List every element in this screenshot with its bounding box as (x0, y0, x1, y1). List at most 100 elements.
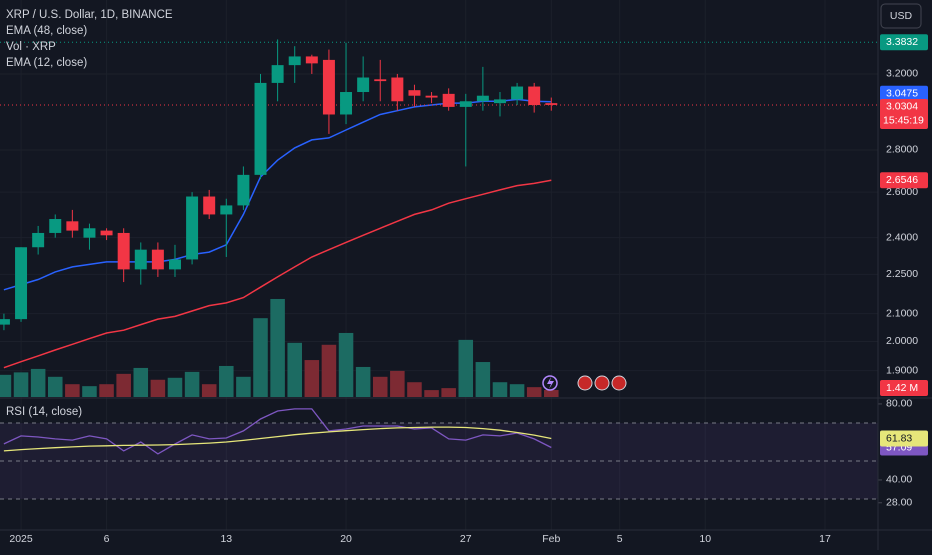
volume-bar (526, 387, 542, 397)
volume-bar (441, 388, 456, 397)
volume-bar (355, 366, 371, 397)
candle-body (493, 99, 506, 104)
y-tick-label: 2.0000 (886, 335, 918, 347)
volume-tag (880, 380, 928, 396)
candle-body (83, 228, 96, 238)
currency-button[interactable] (880, 3, 922, 29)
candle-body (357, 77, 370, 93)
candle-body (32, 232, 45, 248)
volume-bar (30, 368, 46, 397)
event-icons (542, 375, 627, 391)
candle-body (391, 77, 404, 102)
rsi-tag-label: 61.83 (886, 432, 912, 444)
candle-body (288, 56, 301, 66)
chart-title: XRP / U.S. Dollar, 1D, BINANCE (6, 9, 173, 21)
volume-bar (492, 382, 508, 397)
currency-label[interactable]: USD (890, 10, 913, 22)
x-tick-label: 20 (340, 533, 352, 545)
y-tick-label: 2.8000 (886, 144, 918, 156)
candle-body (15, 247, 28, 320)
candle-body (305, 56, 318, 64)
event-icon[interactable] (611, 375, 627, 391)
legend-entry: EMA (12, close) (6, 57, 87, 69)
x-tick-label: 17 (819, 533, 831, 545)
candle-body (476, 95, 489, 102)
volume-bar (509, 384, 525, 397)
x-tick-label: Feb (542, 533, 560, 545)
volume-bar (338, 332, 354, 397)
legend-entry: EMA (48, close) (6, 25, 87, 37)
volume-bar (150, 379, 166, 397)
rsi-line (3, 408, 552, 455)
volume-layer (0, 298, 559, 397)
last-price-label: 3.0304 (886, 101, 918, 113)
x-tick-label: 27 (460, 533, 472, 545)
candle-body (134, 249, 147, 270)
candle-body (237, 174, 250, 206)
y-tick-label: 80.00 (886, 398, 912, 410)
volume-bar (167, 377, 183, 397)
candle-body (186, 196, 199, 260)
candle-body (442, 93, 455, 107)
price-tag (880, 34, 928, 51)
ema-line (3, 179, 552, 369)
x-tick-label: 2025 (9, 533, 33, 545)
volume-bar (65, 384, 80, 397)
volume-bar (253, 318, 268, 397)
candle-body (168, 259, 181, 270)
volume-bar (47, 376, 63, 397)
candle-body (203, 196, 216, 215)
volume-bar (270, 298, 285, 397)
candle-body (374, 79, 387, 82)
ema-tag (880, 85, 928, 102)
candle-body (408, 90, 421, 96)
event-icon[interactable] (542, 375, 558, 391)
candle-body (49, 219, 62, 233)
candle-body (340, 92, 353, 115)
candle-body (220, 205, 233, 215)
axes: 3.2000 2.8000 2.6000 2.4000 2.2500 2.1000 2.00… (9, 68, 918, 545)
price-tag-label: 3.3832 (886, 36, 918, 48)
y-tick-label: 2.4000 (886, 231, 918, 243)
event-icon[interactable] (577, 375, 593, 391)
volume-bar (219, 365, 234, 397)
volume-bar (13, 372, 29, 397)
candle-body (151, 249, 164, 270)
ema-tag-label: 2.6546 (886, 174, 918, 186)
rsi-line (3, 426, 552, 452)
candle-layer (0, 39, 558, 331)
y-tick-label: 28.00 (886, 497, 912, 509)
volume-bar (304, 360, 320, 397)
volume-bar (544, 390, 559, 397)
rsi-tag (880, 430, 928, 447)
x-tick-label: 6 (104, 533, 110, 545)
candle-body (66, 221, 79, 231)
volume-bar (236, 376, 251, 397)
volume-bar (372, 376, 388, 397)
volume-bar (407, 382, 422, 397)
candle-body (322, 59, 335, 115)
candle-body (545, 103, 558, 105)
y-tick-label: 40.00 (886, 474, 912, 486)
candle-body (271, 65, 284, 83)
volume-bar (424, 390, 439, 397)
ema-tag-label: 3.0475 (886, 88, 918, 100)
y-tick-label: 3.2000 (886, 68, 918, 80)
x-tick-label: 5 (617, 533, 623, 545)
y-tick-label: 2.1000 (886, 307, 918, 319)
volume-bar (116, 373, 131, 397)
volume-tag-label: 1.42 M (886, 382, 918, 394)
volume-bar (390, 370, 405, 397)
countdown-label: 15:45:19 (883, 115, 924, 127)
ema-tag (880, 172, 928, 189)
candle-body (528, 86, 541, 106)
volume-bar (475, 362, 491, 397)
candle-body (511, 86, 524, 100)
candle-body (254, 82, 267, 175)
event-icon[interactable] (594, 375, 610, 391)
volume-bar (82, 386, 97, 397)
candle-body (0, 319, 10, 325)
last-price-tag (880, 98, 928, 129)
